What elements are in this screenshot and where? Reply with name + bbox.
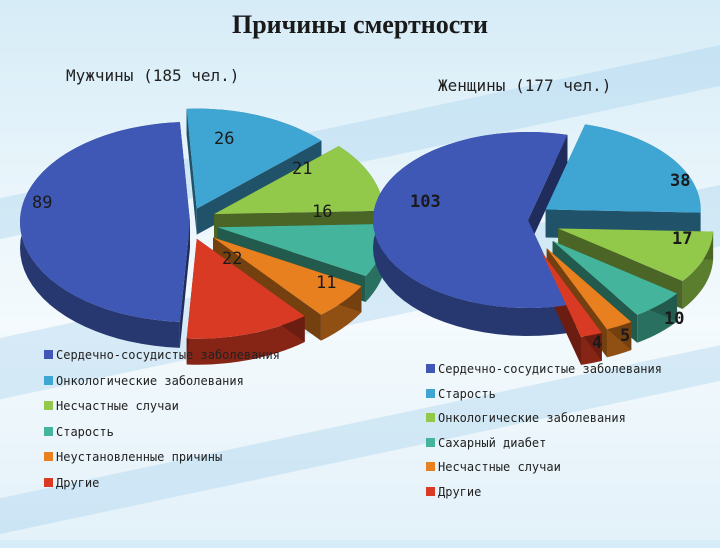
legend-label: Сердечно-сосудистые заболевания — [438, 362, 662, 376]
legend-label: Онкологические заболевания — [438, 411, 626, 425]
legend-item: Сердечно-сосудистые заболевания — [44, 348, 280, 362]
legend-swatch — [44, 350, 53, 359]
pie-0-value-label-3: 16 — [312, 202, 332, 222]
legend-label: Несчастные случаи — [56, 399, 179, 413]
pie-1-value-label-1: 38 — [670, 171, 690, 191]
legend-item: Сердечно-сосудистые заболевания — [426, 362, 662, 376]
legend-swatch — [426, 437, 435, 447]
pie-0-slice-5 — [186, 238, 305, 339]
men-chart-title: Мужчины (185 чел.) — [66, 66, 240, 85]
pie-0-slice-2 — [214, 146, 384, 215]
pie-0-slice-0 — [20, 122, 191, 322]
legend-swatch — [426, 486, 435, 496]
legend-label: Сердечно-сосудистые заболевания — [56, 348, 280, 362]
legend-swatch — [44, 477, 53, 487]
legend-item: Старость — [44, 425, 114, 439]
legend-item: Несчастные случаи — [44, 399, 179, 413]
legend-swatch — [426, 388, 435, 398]
legend-label: Неустановленные причины — [56, 450, 223, 464]
legend-item: Сахарный диабет — [426, 436, 546, 450]
legend-item: Несчастные случаи — [426, 460, 561, 474]
legend-item: Старость — [426, 387, 496, 401]
pie-1-value-label-4: 5 — [620, 326, 630, 346]
legend-label: Другие — [56, 475, 100, 490]
page-title: Причины смертности — [231, 10, 489, 39]
pie-1-slice-1 — [545, 124, 701, 213]
women-chart-title: Женщины (177 чел.) — [438, 76, 612, 95]
pie-0-side-5 — [186, 316, 305, 365]
legend-label: Онкологические заболевания — [56, 373, 244, 388]
legend-item: Онкологические заболевания — [44, 374, 244, 388]
pie-1-slice-0 — [372, 132, 568, 308]
pie-0-value-label-4: 11 — [316, 273, 336, 293]
legend-swatch — [44, 426, 53, 436]
legend-swatch — [44, 452, 53, 461]
legend-label: Старость — [438, 386, 496, 401]
pie-1-wall-b-0 — [528, 134, 568, 248]
pie-1-value-label-0: 103 — [410, 192, 441, 212]
pie-1-side-2 — [682, 231, 714, 309]
pie-1-slice-2 — [558, 228, 714, 281]
pie-0-value-label-5: 22 — [222, 249, 242, 269]
legend-item: Онкологические заболевания — [426, 411, 626, 425]
legend-swatch — [426, 364, 435, 373]
legend-item: Другие — [426, 485, 481, 499]
legend-swatch — [44, 375, 53, 385]
legend-swatch — [44, 401, 53, 410]
legend-swatch — [426, 413, 435, 422]
legend-item: Другие — [44, 476, 99, 490]
pie-1-slice-4 — [546, 248, 632, 330]
pie-1-slice-5 — [541, 251, 602, 337]
legend-item: Неустановленные причины — [44, 450, 222, 464]
pie-1: 103 38 17 10 54 — [372, 124, 714, 365]
pie-1-slice-3 — [552, 240, 678, 315]
pie-0-slice-1 — [186, 108, 322, 209]
pie-0-value-label-1: 26 — [214, 129, 234, 149]
pie-0-value-label-2: 21 — [292, 159, 312, 179]
pie-0-value-label-0: 89 — [32, 193, 52, 213]
legend-label: Сахарный диабет — [438, 435, 547, 450]
legend-swatch — [426, 462, 435, 471]
legend-label: Другие — [438, 484, 482, 499]
pie-0-slice-3 — [217, 223, 388, 277]
pie-1-value-label-3: 10 — [664, 309, 684, 329]
pie-1-value-label-5: 4 — [592, 333, 602, 353]
legend-label: Старость — [56, 424, 114, 439]
pie-0-slice-4 — [213, 237, 362, 315]
pie-1-value-label-2: 17 — [672, 229, 692, 249]
legend-label: Несчастные случаи — [438, 460, 561, 474]
pie-0-wall-a-0 — [179, 222, 190, 348]
pie-0-wall-a-1 — [186, 108, 197, 235]
pie-0: 89 26 21 16 11 22 — [20, 108, 388, 365]
